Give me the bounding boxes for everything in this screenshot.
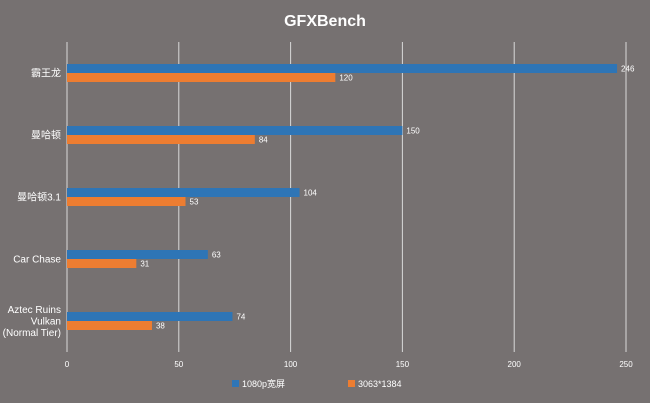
legend-label-2: 3063*1384 — [358, 379, 402, 389]
data-label-2-2: 84 — [259, 136, 268, 145]
bar-2-4 — [67, 259, 137, 268]
bar-2-5 — [67, 321, 152, 330]
legend-label-1: 1080p宽屏 — [242, 378, 285, 389]
x-tick-label-1: 50 — [174, 360, 183, 369]
x-tick-label-5: 250 — [619, 360, 633, 369]
bars — [67, 64, 618, 330]
category-label-1: 霸王龙 — [31, 67, 61, 80]
legend-swatch-1 — [232, 380, 239, 387]
data-label-2-1: 120 — [339, 74, 353, 83]
data-label-2-5: 38 — [156, 322, 165, 331]
category-label-2: 曼哈顿 — [31, 129, 61, 142]
bar-1-2 — [67, 126, 403, 135]
x-tick-labels: 0 50 100 150 200 250 — [65, 360, 633, 369]
data-label-2-4: 31 — [140, 260, 149, 269]
chart-title: GFXBench — [284, 13, 366, 30]
data-label-1-4: 63 — [212, 251, 221, 260]
data-label-2-3: 53 — [190, 198, 199, 207]
data-label-1-2: 150 — [406, 127, 420, 136]
data-labels: 246 120 150 84 104 53 63 31 74 38 — [140, 65, 635, 331]
bar-1-3 — [67, 188, 300, 197]
data-label-1-1: 246 — [621, 65, 635, 74]
data-label-1-3: 104 — [304, 189, 318, 198]
x-tick-label-4: 200 — [508, 360, 522, 369]
bar-2-1 — [67, 73, 336, 82]
bar-2-2 — [67, 135, 255, 144]
category-label-4: Car Chase — [13, 255, 61, 266]
x-tick-label-0: 0 — [65, 360, 70, 369]
bar-1-5 — [67, 312, 233, 321]
bar-2-3 — [67, 197, 186, 206]
bar-1-4 — [67, 250, 208, 259]
x-tick-label-2: 100 — [284, 360, 298, 369]
bar-1-1 — [67, 64, 618, 73]
legend: 1080p宽屏 3063*1384 — [232, 378, 402, 389]
data-label-1-5: 74 — [236, 313, 245, 322]
legend-swatch-2 — [348, 380, 355, 387]
category-label-5: Aztec Ruins Vulkan (Normal Tier) — [3, 305, 61, 339]
x-tick-label-3: 150 — [396, 360, 410, 369]
category-label-3: 曼哈顿3.1 — [17, 191, 61, 204]
